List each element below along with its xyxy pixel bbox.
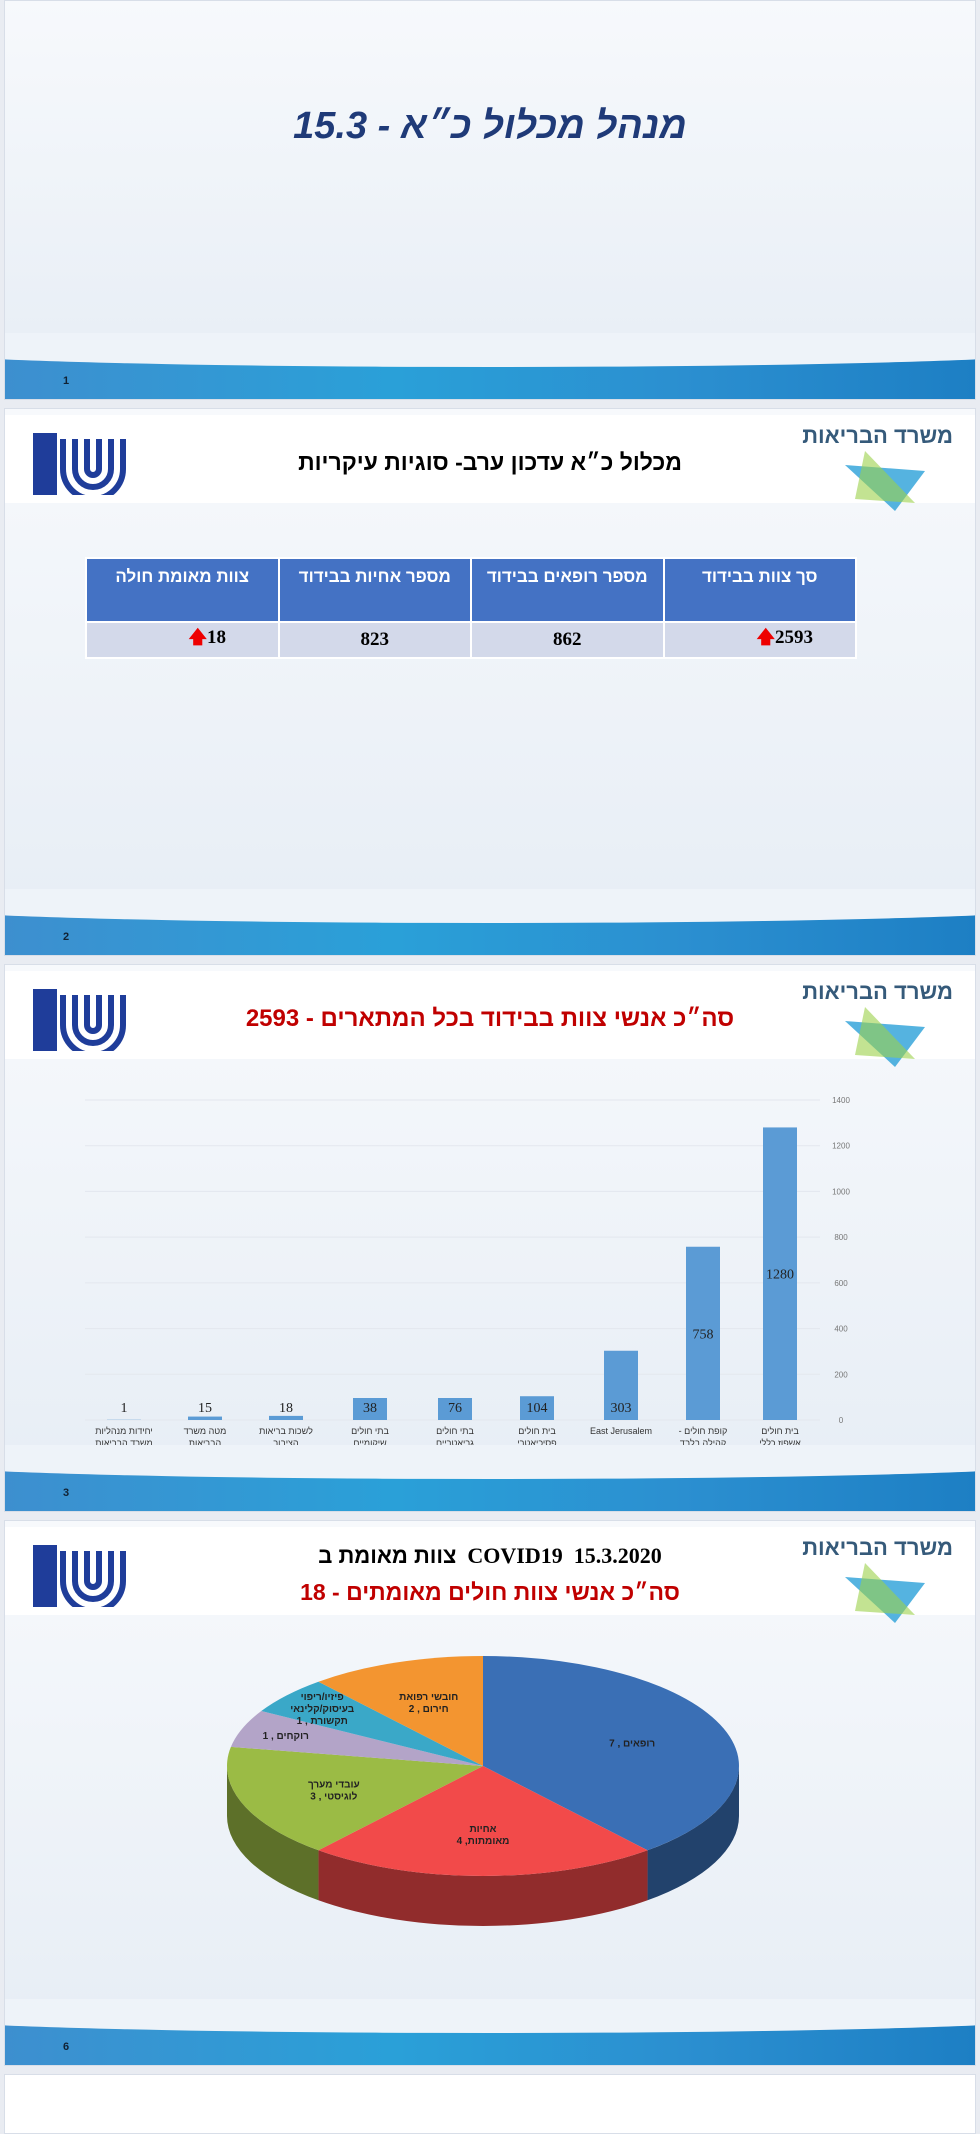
col-header: צוות מאומת חולה	[86, 558, 279, 622]
page-number: 3	[63, 1487, 69, 1499]
x-tick-label: יחידות מנהליות	[95, 1426, 153, 1436]
col-header: מספר אחיות בבידוד	[279, 558, 472, 622]
slide-4[interactable]: משרד הבריאות 15.3.2020 COVID19 צוות מאומ…	[4, 1520, 976, 2066]
bar	[269, 1416, 303, 1420]
page-number: 6	[63, 2041, 69, 2053]
table-cell: 2593🡅	[664, 622, 857, 658]
x-tick-label: בית חולים	[518, 1426, 556, 1436]
pie-label: רוקחים , 1	[263, 1731, 309, 1742]
table-cell: 823	[279, 622, 472, 658]
slide-title: מנהל מכלול כ״א - 15.3	[5, 105, 975, 148]
y-tick-label: 200	[834, 1370, 848, 1379]
pie-label: פיזיו/ריפוי	[301, 1692, 344, 1703]
slide-5-partial[interactable]	[4, 2074, 976, 2134]
data-label: 758	[693, 1327, 714, 1342]
y-tick-label: 0	[839, 1416, 844, 1425]
x-tick-label: בתי חולים	[351, 1426, 389, 1436]
x-tick-label: לשכות בריאות	[259, 1426, 313, 1436]
data-label: 1280	[766, 1268, 794, 1283]
pie-label: אחיות	[469, 1824, 496, 1835]
pie-label: בעיסוק/קלינאי	[290, 1703, 355, 1715]
data-label: 76	[448, 1401, 462, 1416]
data-label: 1	[121, 1401, 128, 1416]
ministry-name: משרד הבריאות	[802, 423, 953, 449]
y-tick-label: 400	[834, 1325, 848, 1334]
cell-value: 18	[207, 627, 226, 648]
y-tick-label: 1400	[832, 1096, 850, 1105]
slide-1[interactable]: מנהל מכלול כ״א - 15.3 1	[4, 0, 976, 400]
pie-label: לוגיסטי , 3	[310, 1790, 357, 1802]
red-up-arrow-icon: 🡅	[756, 627, 775, 647]
x-tick-label: קופת חולים -	[679, 1426, 728, 1436]
y-tick-label: 800	[834, 1233, 848, 1242]
col-header: סך צוות בבידוד	[664, 558, 857, 622]
y-tick-label: 1000	[832, 1187, 850, 1196]
pie-label: תקשורת , 1	[297, 1716, 348, 1727]
pie-label: חירום , 2	[409, 1704, 449, 1715]
pie-label: עובדי מערך	[308, 1779, 360, 1790]
x-tick-label: East Jerusalem	[590, 1426, 652, 1436]
data-label: 303	[611, 1401, 632, 1416]
x-tick-label: בתי חולים	[436, 1426, 474, 1436]
slide-footer	[5, 1467, 975, 1511]
page-number: 2	[63, 931, 69, 943]
slide-footer	[5, 2021, 975, 2065]
slide-footer	[5, 911, 975, 955]
slide-title: מכלול כ״א עדכון ערב- סוגיות עיקריות	[5, 449, 975, 476]
slide-2[interactable]: משרד הבריאות מכלול כ״א עדכון ערב- סוגיות…	[4, 408, 976, 956]
data-label: 104	[527, 1401, 548, 1416]
pie-label: חובשי רפואת	[399, 1692, 458, 1703]
x-tick-label: בית חולים	[761, 1426, 799, 1436]
table-cell: 18🡅	[86, 622, 279, 658]
cell-value: 2593	[775, 627, 813, 648]
col-header: מספר רופאים בבידוד	[471, 558, 664, 622]
page-number: 1	[63, 375, 69, 387]
data-label: 15	[198, 1401, 212, 1416]
data-label: 38	[363, 1401, 377, 1416]
bar	[188, 1417, 222, 1420]
pie-label: מאומתות, 4	[457, 1836, 510, 1847]
x-tick-label: מטה משרד	[184, 1426, 227, 1436]
y-tick-label: 1200	[832, 1142, 850, 1151]
slide-footer	[5, 355, 975, 399]
table-cell: 862	[471, 622, 664, 658]
slide-3[interactable]: משרד הבריאות סה״כ אנשי צוות בבידוד בכל ה…	[4, 964, 976, 1512]
red-up-arrow-icon: 🡅	[188, 627, 207, 647]
y-tick-label: 600	[834, 1279, 848, 1288]
pie-label: רופאים , 7	[609, 1739, 655, 1750]
data-label: 18	[279, 1401, 293, 1416]
